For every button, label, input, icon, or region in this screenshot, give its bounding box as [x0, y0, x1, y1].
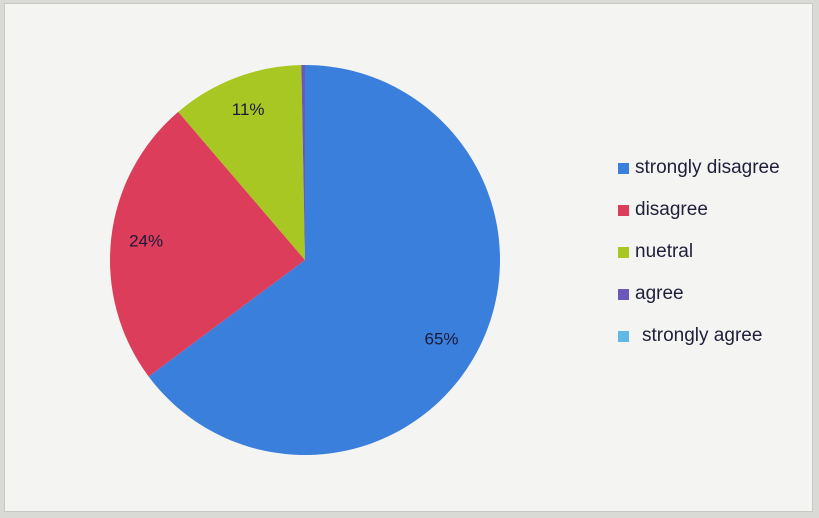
legend: strongly disagree disagree nuetral agree…: [618, 157, 808, 368]
legend-label: agree: [635, 283, 684, 304]
legend-item-strongly-disagree: strongly disagree: [618, 157, 808, 178]
legend-swatch-agree: [618, 288, 629, 300]
legend-swatch-disagree: [618, 204, 629, 216]
slice-label-disagree: 24%: [129, 232, 163, 251]
slice-label-nuetral: 11%: [232, 100, 265, 119]
legend-label: strongly agree: [642, 325, 763, 346]
legend-label: strongly disagree: [635, 157, 780, 178]
legend-label: disagree: [635, 199, 708, 220]
legend-item-strongly-agree: strongly agree: [618, 325, 808, 346]
pie-slice-agree: [301, 65, 305, 260]
slice-label-strongly-disagree: 65%: [424, 329, 458, 348]
legend-swatch-strongly-disagree: [618, 162, 629, 174]
pie-slice-disagree: [109, 111, 305, 377]
pie-slice-strongly-disagree: [148, 65, 501, 455]
legend-item-agree: agree: [618, 283, 808, 304]
legend-swatch-nuetral: [618, 246, 629, 258]
legend-label: nuetral: [635, 241, 694, 262]
legend-item-disagree: disagree: [618, 199, 808, 220]
pie-slice-nuetral: [178, 65, 305, 261]
legend-item-nuetral: nuetral: [618, 241, 808, 262]
legend-swatch-strongly-agree: [618, 330, 629, 342]
